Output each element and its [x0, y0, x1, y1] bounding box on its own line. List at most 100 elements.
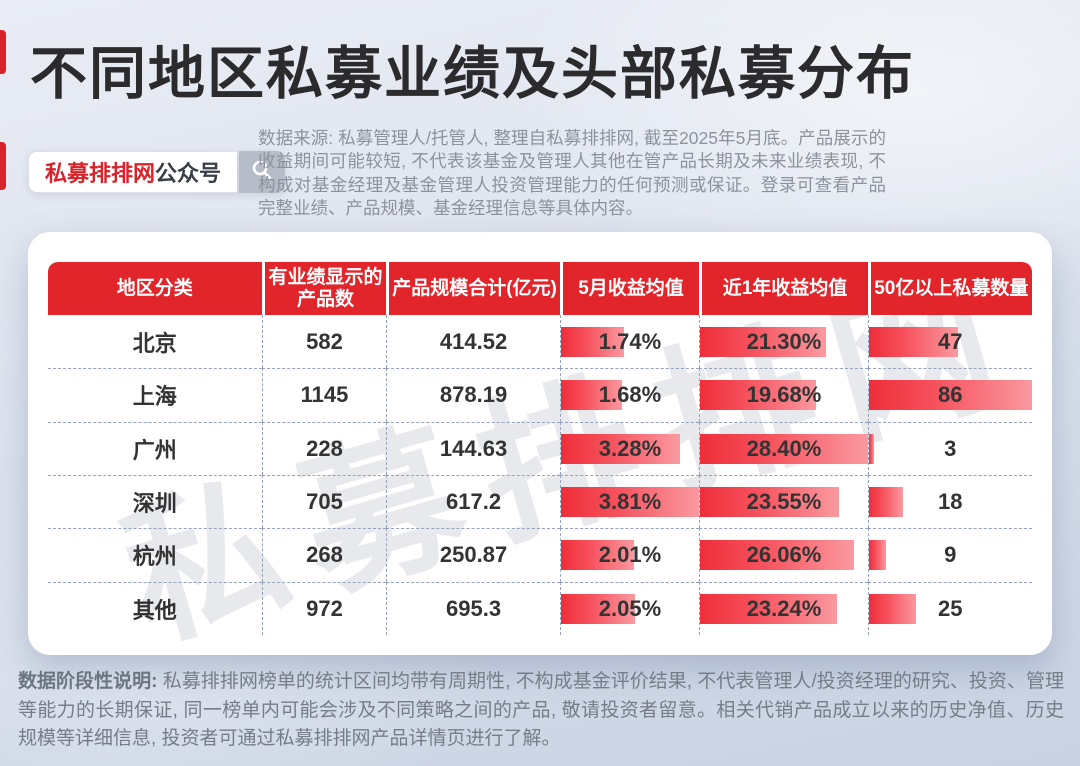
top-funds-bar — [868, 540, 886, 571]
left-edge-decoration — [0, 30, 6, 74]
scale-cell: 695.3 — [386, 581, 560, 635]
brand-name: 私募排排网 — [45, 161, 156, 186]
table-row: 其他 972 695.3 2.05% 23.24% 25 — [48, 581, 1032, 635]
page-title: 不同地区私募业绩及头部私募分布 — [30, 42, 915, 106]
may-return-cell: 1.68% — [559, 368, 700, 422]
table-row: 广州 228 144.63 3.28% 28.40% 3 — [48, 421, 1032, 475]
top-funds-cell: 47 — [867, 315, 1032, 369]
region-cell: 北京 — [132, 330, 177, 356]
may-return-bar — [560, 487, 700, 518]
year-return-cell: 23.24% — [699, 581, 868, 635]
year-return-value: 23.24% — [746, 595, 822, 621]
account-suffix: 公众号 — [155, 161, 222, 186]
top-funds-value: 3 — [944, 435, 957, 461]
may-return-cell: 2.01% — [559, 528, 700, 582]
may-return-bar — [560, 380, 622, 411]
region-cell: 广州 — [48, 421, 262, 475]
may-return-cell: 3.28% — [559, 421, 700, 475]
disclaimer-note: 数据阶段性说明: 私募排排网榜单的统计区间均带有周期性, 不构成基金评价结果, … — [18, 668, 1064, 754]
products-count-cell: 972 — [261, 581, 387, 635]
may-return-value: 1.68% — [598, 382, 662, 408]
year-return-value: 19.68% — [746, 382, 822, 408]
region-cell: 其他 — [48, 581, 262, 635]
top-funds-cell: 9 — [867, 528, 1032, 582]
top-funds-cell: 3 — [867, 421, 1032, 475]
top-funds-bar — [868, 380, 1032, 411]
may-return-value: 2.01% — [598, 542, 662, 568]
top-funds-cell: 25 — [867, 581, 1032, 635]
table-body: 北京 582 414.52 1.74% 21.30% 47 上海 1145 87… — [48, 315, 1032, 635]
may-return-bar — [560, 433, 681, 464]
table-row: 北京 582 414.52 1.74% 21.30% 47 — [48, 315, 1032, 369]
column-header: 产品规模合计(亿元) — [386, 262, 560, 315]
region-cell: 深圳 — [48, 474, 262, 528]
column-header: 地区分类 — [48, 262, 262, 315]
search-icon — [250, 158, 274, 187]
top-funds-bar — [868, 593, 917, 624]
may-return-value: 3.81% — [598, 489, 662, 515]
products-count-cell: 228 — [261, 421, 387, 475]
may-return-bar — [560, 593, 636, 624]
top-funds-bar — [868, 487, 903, 518]
may-return-bar — [560, 326, 625, 357]
products-count-cell: 1145 — [261, 368, 387, 422]
top-funds-cell: 86 — [867, 368, 1032, 422]
year-return-value: 28.40% — [746, 435, 822, 461]
table-header-row: 地区分类 有业绩显示的 产品数 产品规模合计(亿元) 5月收益均值 近1年收益均值 50亿… — [48, 262, 1032, 315]
top-funds-bar — [868, 433, 875, 464]
disclaimer-lead: 数据阶段性说明: — [18, 671, 158, 692]
may-return-bar — [560, 540, 634, 571]
top-funds-value: 25 — [938, 595, 963, 621]
top-funds-value: 47 — [938, 328, 963, 354]
scale-cell: 617.2 — [386, 474, 560, 529]
may-return-cell: 2.05% — [559, 581, 700, 635]
account-name: 私募排排网 公众号 — [28, 151, 238, 193]
scale-cell: 250.87 — [386, 528, 560, 582]
year-return-cell: 21.30% — [699, 315, 867, 369]
year-return-cell: 26.06% — [699, 528, 868, 582]
scale-cell: 414.52 — [386, 315, 559, 369]
may-return-cell: 3.81% — [559, 474, 700, 529]
column-header: 5月收益均值 — [559, 262, 700, 315]
year-return-cell: 23.55% — [699, 474, 868, 529]
may-return-value: 2.05% — [598, 595, 662, 621]
year-return-bar — [700, 487, 839, 518]
wechat-account-badge: 私募排排网 公众号 — [28, 151, 286, 193]
top-funds-value: 9 — [944, 542, 957, 568]
may-return-value: 3.28% — [598, 435, 662, 461]
region-cell: 杭州 — [48, 528, 262, 581]
year-return-cell: 28.40% — [699, 421, 868, 475]
year-return-value: 23.55% — [746, 489, 822, 515]
table-row: 杭州 268 250.87 2.01% 26.06% 9 — [48, 528, 1032, 582]
year-return-bar — [700, 380, 817, 411]
scale-cell: 878.19 — [386, 368, 560, 422]
year-return-bar — [700, 540, 854, 571]
table-row: 深圳 705 617.2 3.81% 23.55% 18 — [48, 474, 1032, 529]
search-button[interactable] — [239, 151, 286, 193]
top-funds-cell: 18 — [867, 474, 1032, 529]
products-count-cell: 705 — [261, 474, 387, 529]
may-return-cell: 1.74% — [559, 315, 700, 369]
products-count-cell: 582 — [261, 315, 387, 369]
top-funds-bar — [868, 326, 958, 357]
year-return-bar — [700, 326, 826, 357]
year-return-value: 21.30% — [746, 328, 822, 354]
top-funds-value: 86 — [938, 382, 963, 408]
scale-cell: 144.63 — [386, 421, 560, 475]
disclaimer-text: 私募排排网榜单的统计区间均带有周期性, 不构成基金评价结果, 不代表管理人/投资… — [18, 671, 1064, 749]
region-performance-table: 地区分类 有业绩显示的 产品数 产品规模合计(亿元) 5月收益均值 近1年收益均值 50亿… — [48, 262, 1032, 635]
data-source-note: 数据来源: 私募管理人/托管人, 整理自私募排排网, 截至2025年5月底。产品… — [258, 128, 886, 218]
region-cell: 上海 — [48, 368, 262, 421]
column-header: 有业绩显示的 产品数 — [261, 262, 387, 315]
may-return-value: 1.74% — [598, 328, 662, 354]
top-funds-value: 18 — [938, 489, 963, 515]
column-header: 近1年收益均值 — [699, 262, 868, 315]
products-count-cell: 268 — [261, 528, 387, 582]
left-edge-decoration — [0, 142, 6, 190]
column-header: 50亿以上私募数量 — [867, 262, 1032, 315]
table-row: 上海 1145 878.19 1.68% 19.68% 86 — [48, 368, 1032, 422]
year-return-cell: 19.68% — [699, 368, 868, 422]
year-return-bar — [700, 433, 868, 464]
